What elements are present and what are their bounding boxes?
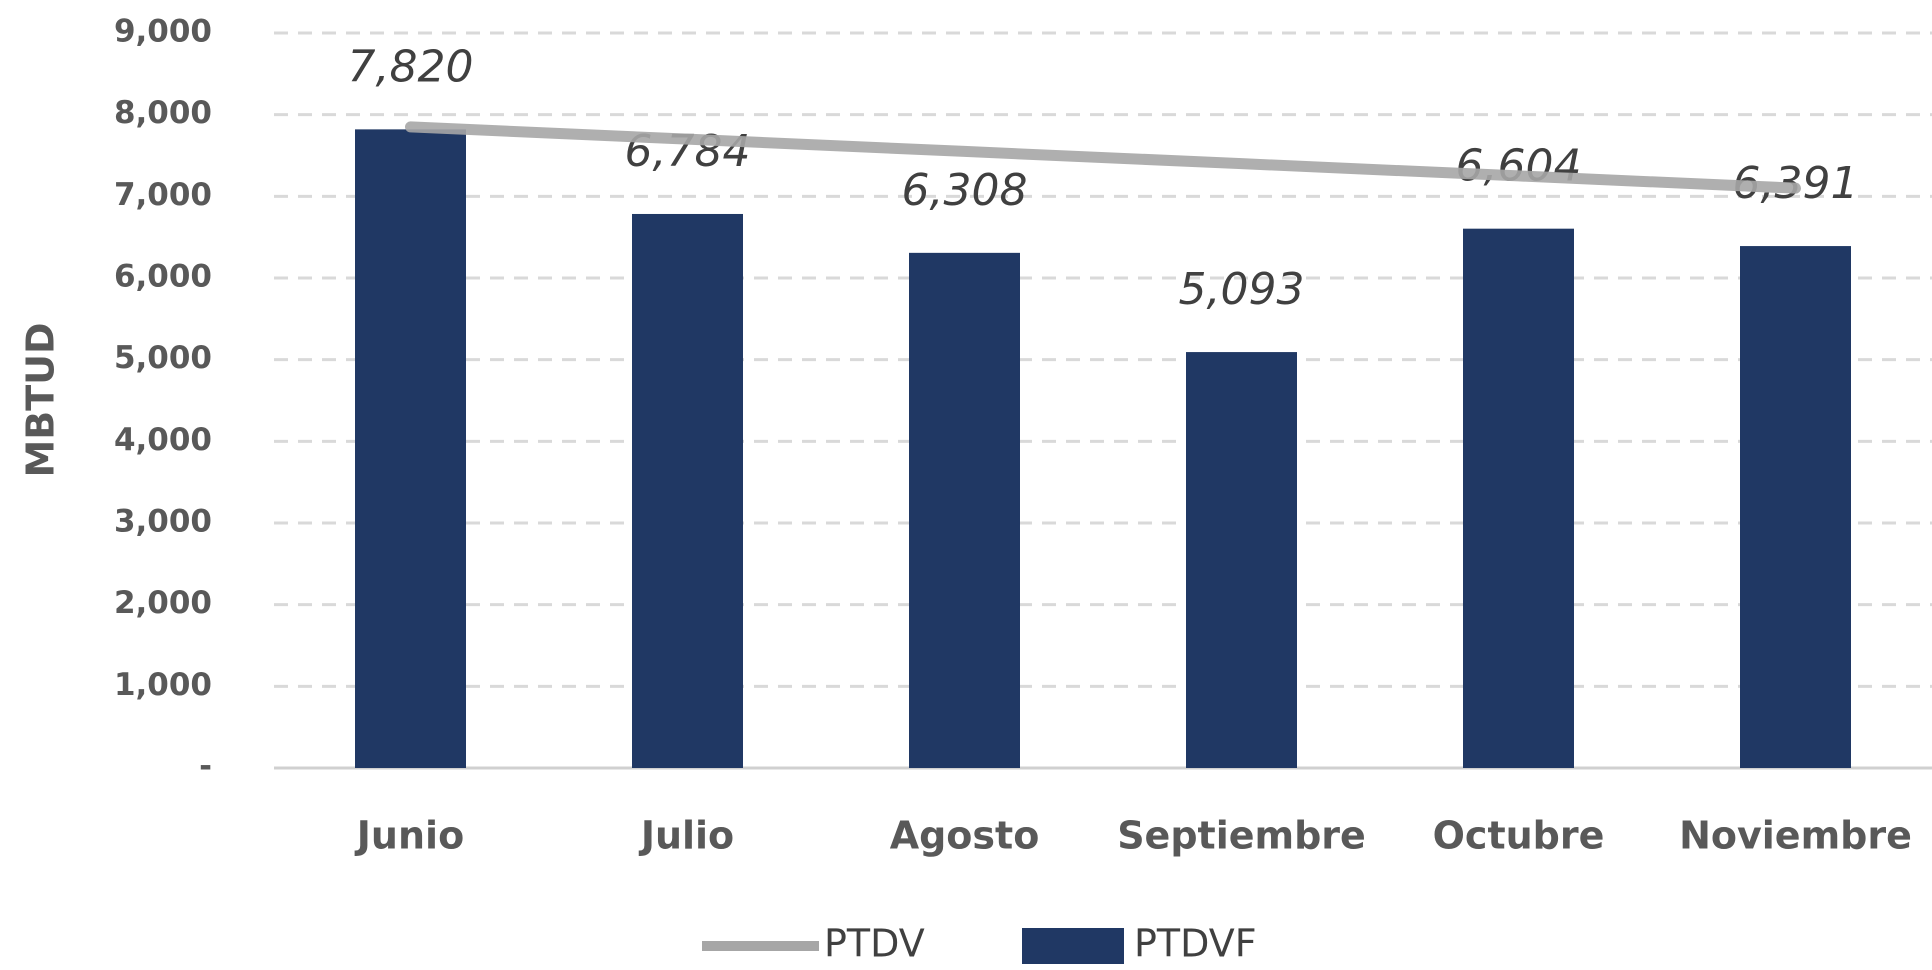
y-tick-label: 2,000: [114, 585, 212, 621]
x-tick-label: Octubre: [1433, 814, 1605, 858]
y-tick-label: 7,000: [114, 177, 212, 213]
data-label: 6,308: [902, 165, 1028, 216]
x-tick-label: Junio: [354, 814, 464, 858]
y-axis-title: MBTUD: [19, 322, 63, 477]
y-tick-label: 8,000: [114, 95, 212, 131]
data-label: 7,820: [348, 41, 474, 92]
bar: [1186, 352, 1297, 768]
legend-label: PTDV: [824, 922, 925, 966]
x-tick-label: Julio: [638, 814, 734, 858]
bar: [1463, 228, 1574, 768]
y-tick-label: -: [199, 749, 212, 785]
legend-swatch: [1022, 928, 1124, 964]
y-tick-label: 6,000: [114, 259, 212, 295]
y-tick-label: 4,000: [114, 422, 212, 458]
y-tick-label: 3,000: [114, 504, 212, 540]
x-tick-label: Noviembre: [1679, 814, 1912, 858]
legend-label: PTDVF: [1134, 922, 1257, 966]
data-label: 6,604: [1456, 141, 1582, 192]
bar: [1740, 246, 1851, 768]
y-tick-label: 1,000: [114, 667, 212, 703]
y-tick-label: 5,000: [114, 340, 212, 376]
bar: [632, 213, 743, 768]
x-tick-label: Septiembre: [1117, 814, 1366, 858]
x-tick-label: Agosto: [890, 814, 1040, 858]
data-label: 5,093: [1179, 264, 1305, 315]
bar: [909, 252, 1020, 768]
trend-line: [405, 121, 1801, 194]
y-tick-label: 9,000: [114, 14, 212, 50]
bar: [355, 129, 466, 768]
